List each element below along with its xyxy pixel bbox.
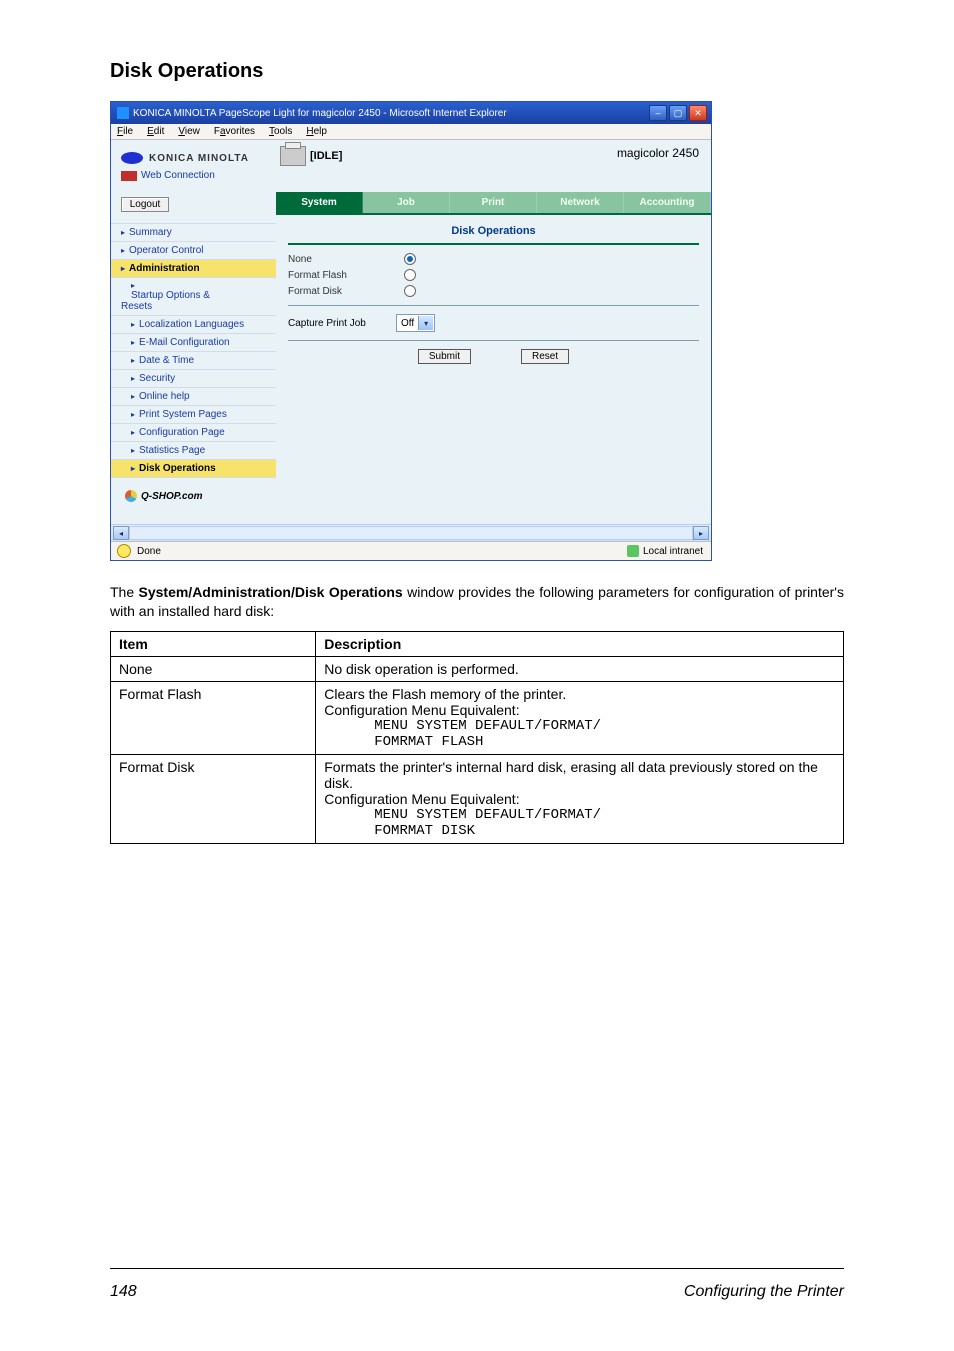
menu-help[interactable]: Help bbox=[306, 126, 327, 137]
minimize-button[interactable]: – bbox=[649, 105, 667, 121]
tab-job[interactable]: Job bbox=[363, 192, 450, 213]
footer-title: Configuring the Printer bbox=[684, 1283, 844, 1301]
menu-bar: FFileile Edit View Favorites Tools Help bbox=[111, 124, 711, 140]
qshop-link[interactable]: Q-SHOP.com bbox=[125, 490, 262, 502]
description-table: Item Description None No disk operation … bbox=[110, 631, 844, 844]
row-none-desc: No disk operation is performed. bbox=[316, 656, 844, 681]
printer-icon bbox=[280, 146, 306, 166]
nav-disk-operations[interactable]: Disk Operations bbox=[111, 459, 276, 478]
chevron-down-icon: ▾ bbox=[418, 316, 433, 330]
nav-security[interactable]: Security bbox=[111, 369, 276, 388]
row-flash-desc: Clears the Flash memory of the printer. … bbox=[316, 681, 844, 754]
menu-edit[interactable]: Edit bbox=[147, 126, 164, 137]
status-bar: Done Local intranet bbox=[111, 541, 711, 560]
nav-localization[interactable]: Localization Languages bbox=[111, 315, 276, 334]
row-disk-desc: Formats the printer's internal hard disk… bbox=[316, 754, 844, 843]
printer-status: [IDLE] bbox=[310, 150, 342, 162]
brand-logo-icon bbox=[121, 152, 143, 164]
nav-summary[interactable]: Summary bbox=[111, 223, 276, 242]
title-bar: KONICA MINOLTA PageScope Light for magic… bbox=[111, 102, 711, 124]
menu-view[interactable]: View bbox=[178, 126, 200, 137]
description-paragraph: The System/Administration/Disk Operation… bbox=[110, 583, 844, 621]
th-item: Item bbox=[111, 631, 316, 656]
nav-email-config[interactable]: E-Mail Configuration bbox=[111, 333, 276, 352]
row-none-item: None bbox=[111, 656, 316, 681]
radio-disk-label: Format Disk bbox=[288, 286, 378, 297]
zone-icon bbox=[627, 545, 639, 557]
radio-none-label: None bbox=[288, 254, 378, 265]
browser-window: KONICA MINOLTA PageScope Light for magic… bbox=[110, 101, 712, 561]
app-icon bbox=[117, 107, 129, 119]
brand-text: KONICA MINOLTA bbox=[149, 153, 249, 164]
page-number: 148 bbox=[110, 1283, 137, 1301]
nav-date-time[interactable]: Date & Time bbox=[111, 351, 276, 370]
scroll-left-icon[interactable]: ◂ bbox=[113, 526, 129, 540]
subbrand-icon bbox=[121, 171, 137, 181]
nav-configuration-page[interactable]: Configuration Page bbox=[111, 423, 276, 442]
nav-operator-control[interactable]: Operator Control bbox=[111, 241, 276, 260]
menu-favorites[interactable]: Favorites bbox=[214, 126, 255, 137]
tab-strip: System Job Print Network Accounting bbox=[276, 192, 711, 215]
status-icon bbox=[117, 544, 131, 558]
nav-startup-options[interactable]: Startup Options & Resets bbox=[111, 277, 276, 316]
printer-model: magicolor 2450 bbox=[617, 146, 699, 160]
maximize-button[interactable]: ▢ bbox=[669, 105, 687, 121]
panel-title: Disk Operations bbox=[288, 221, 699, 243]
capture-select[interactable]: Off ▾ bbox=[396, 314, 435, 332]
capture-label: Capture Print Job bbox=[288, 318, 378, 329]
nav-online-help[interactable]: Online help bbox=[111, 387, 276, 406]
menu-file[interactable]: FFileile bbox=[117, 126, 133, 137]
zone-text: Local intranet bbox=[643, 546, 703, 557]
logout-button[interactable]: Logout bbox=[121, 197, 169, 212]
radio-none[interactable] bbox=[404, 253, 416, 265]
nav-print-system-pages[interactable]: Print System Pages bbox=[111, 405, 276, 424]
close-button[interactable]: ✕ bbox=[689, 105, 707, 121]
tab-system[interactable]: System bbox=[276, 192, 363, 213]
tab-print[interactable]: Print bbox=[450, 192, 537, 213]
reset-button[interactable]: Reset bbox=[521, 349, 569, 364]
sidebar: KONICA MINOLTA Web Connection Logout Sum… bbox=[111, 140, 276, 524]
right-pane: [IDLE] magicolor 2450 System Job Print N… bbox=[276, 140, 711, 524]
section-heading: Disk Operations bbox=[110, 60, 844, 83]
nav-administration[interactable]: Administration bbox=[111, 259, 276, 278]
radio-format-flash[interactable] bbox=[404, 269, 416, 281]
window-title: KONICA MINOLTA PageScope Light for magic… bbox=[133, 108, 507, 119]
row-flash-item: Format Flash bbox=[111, 681, 316, 754]
th-description: Description bbox=[316, 631, 844, 656]
tab-accounting[interactable]: Accounting bbox=[624, 192, 711, 213]
tab-network[interactable]: Network bbox=[537, 192, 624, 213]
status-text: Done bbox=[137, 546, 161, 557]
page-footer: 148 Configuring the Printer bbox=[110, 1283, 844, 1301]
radio-format-disk[interactable] bbox=[404, 285, 416, 297]
subbrand-text: Web Connection bbox=[141, 170, 215, 181]
menu-tools[interactable]: Tools bbox=[269, 126, 292, 137]
row-disk-item: Format Disk bbox=[111, 754, 316, 843]
footer-rule bbox=[110, 1268, 844, 1269]
horizontal-scrollbar[interactable]: ◂ ▸ bbox=[111, 524, 711, 541]
submit-button[interactable]: Submit bbox=[418, 349, 471, 364]
scroll-right-icon[interactable]: ▸ bbox=[693, 526, 709, 540]
radio-flash-label: Format Flash bbox=[288, 270, 378, 281]
nav-statistics-page[interactable]: Statistics Page bbox=[111, 441, 276, 460]
qshop-icon bbox=[125, 490, 137, 502]
